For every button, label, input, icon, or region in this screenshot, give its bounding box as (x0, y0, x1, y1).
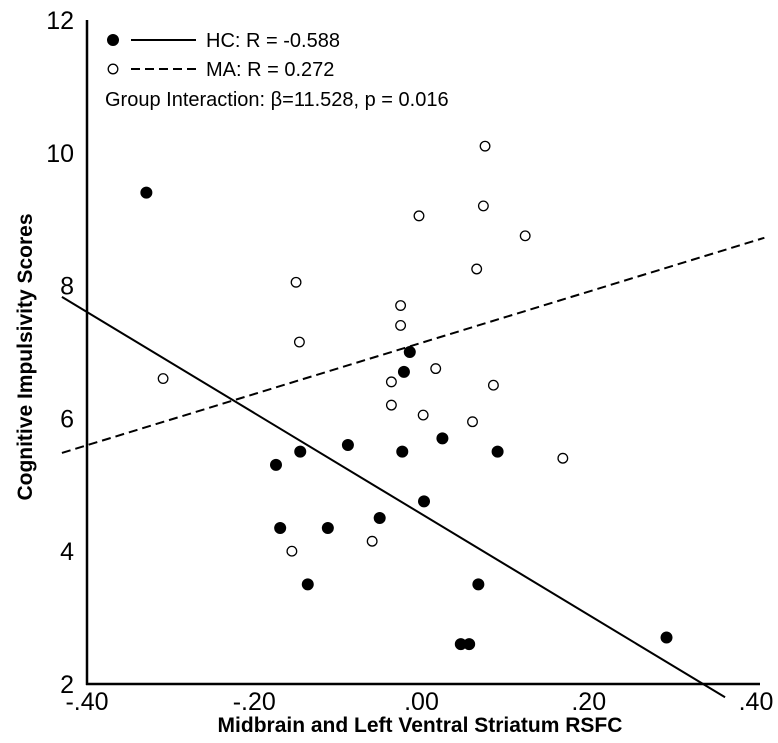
data-point-series-2 (395, 300, 407, 311)
data-point-series-2 (557, 452, 569, 464)
fit-line-series-2 (61, 236, 765, 454)
data-point-series-1 (418, 495, 431, 508)
data-point-series-2 (385, 399, 397, 411)
data-point-series-2 (290, 276, 302, 288)
data-point-series-1 (274, 521, 287, 534)
tick-labels: -.40 -.20 .00 .20 .40 2 4 6 8 10 12 (46, 7, 773, 716)
data-point-series-1 (373, 512, 386, 524)
legend-marker-series-1 (107, 34, 119, 46)
data-point-series-1 (491, 445, 504, 458)
fit-lines (61, 236, 765, 699)
data-point-series-2 (487, 379, 499, 391)
axes (85, 20, 760, 686)
data-point-series-1 (396, 445, 409, 458)
data-point-series-1 (660, 631, 673, 644)
x-tick-label: .40 (739, 688, 774, 716)
y-tick-label: 6 (60, 405, 74, 433)
data-point-series-2 (477, 200, 489, 212)
data-point-series-2 (293, 336, 305, 348)
data-point-series-2 (467, 416, 478, 428)
legend-label-series-2: MA: R = 0.272 (206, 59, 334, 81)
x-tick-label: .20 (571, 688, 606, 716)
x-tick-label: .00 (404, 688, 439, 716)
y-tick-label: 12 (46, 7, 74, 35)
data-point-series-2 (395, 319, 407, 331)
data-point-series-2 (479, 140, 491, 152)
y-tick-label: 2 (60, 671, 74, 699)
data-point-series-1 (403, 346, 416, 358)
x-tick-label: -.20 (233, 688, 276, 716)
data-point-series-2 (286, 545, 298, 557)
y-axis-title: Cognitive Impulsivity Scores (14, 213, 37, 500)
legend-label-series-1: HC: R = -0.588 (206, 30, 340, 52)
data-point-series-2 (366, 535, 378, 547)
legend-marker-series-2 (107, 63, 119, 75)
x-axis-title: Midbrain and Left Ventral Striatum RSFC (218, 714, 623, 737)
data-point-series-2 (413, 210, 425, 222)
data-point-series-1 (436, 432, 449, 445)
y-tick-label: 8 (60, 273, 74, 301)
data-point-series-2 (417, 409, 429, 421)
fit-line-series-1 (61, 296, 726, 699)
data-points (140, 140, 673, 651)
data-point-series-1 (463, 638, 476, 651)
group-interaction-annotation: Group Interaction: β=11.528, p = 0.016 (105, 89, 449, 111)
data-point-series-1 (321, 521, 334, 534)
data-point-series-2 (385, 376, 397, 388)
data-point-series-1 (301, 578, 314, 591)
data-point-series-1 (294, 445, 307, 458)
data-point-series-1 (397, 365, 410, 378)
data-point-series-2 (471, 263, 483, 275)
data-point-series-1 (269, 458, 282, 471)
data-point-series-1 (140, 186, 153, 199)
data-point-series-2 (430, 363, 442, 375)
data-point-series-2 (157, 373, 169, 385)
data-point-series-1 (472, 578, 485, 591)
y-tick-label: 10 (46, 140, 74, 168)
x-tick-label: -.40 (65, 688, 108, 716)
data-point-series-1 (341, 438, 354, 451)
legend: HC: R = -0.588 MA: R = 0.272 (107, 30, 340, 81)
y-tick-label: 4 (60, 538, 74, 566)
data-point-series-2 (519, 230, 531, 242)
